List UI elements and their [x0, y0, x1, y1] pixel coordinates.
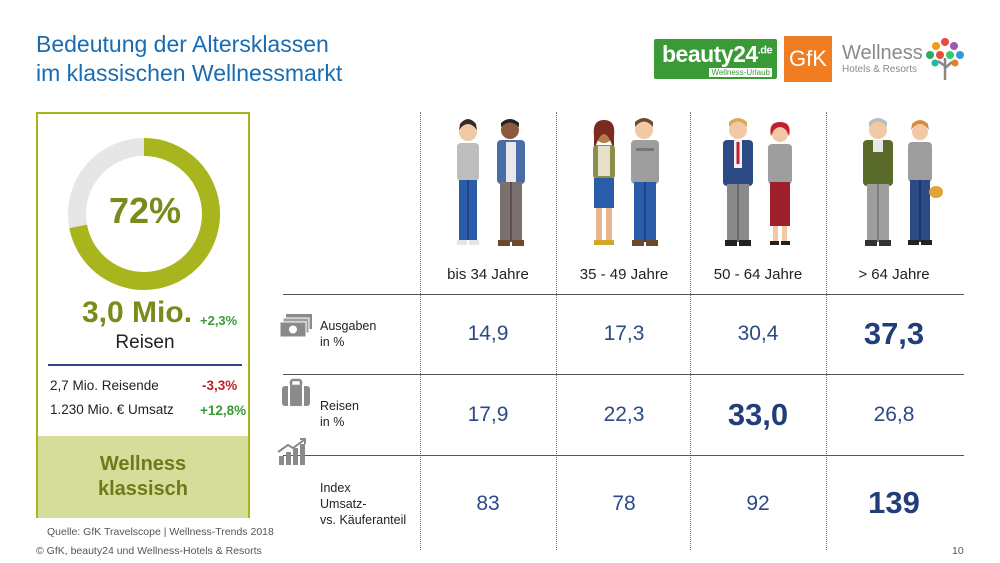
age-group-1-illustration — [457, 119, 525, 246]
cell-reisen-bis-34: 17,9 — [467, 403, 509, 426]
segment-line-1: Wellness — [99, 453, 187, 475]
segment-line-2: klassisch — [97, 478, 189, 500]
man-figure — [631, 118, 659, 246]
cell-ausgaben-bis-34: 14,9 — [467, 322, 509, 345]
young-woman-figure — [457, 119, 479, 245]
page-number: 10 — [952, 545, 964, 557]
age-group-2-illustration — [593, 118, 659, 246]
cell-reisen-35-49: 22,3 — [603, 403, 645, 426]
summary-panel: 72% 3,0 Mio. +2,3% Reisen 2,7 Mio. Reise… — [36, 112, 250, 518]
growth-chart-icon — [277, 438, 306, 465]
woman-figure — [593, 120, 615, 245]
slide-title: Bedeutung der Altersklassen im klassisch… — [36, 30, 342, 88]
wellness-hotels-logo: Wellness Hotels & Resorts — [842, 36, 967, 82]
logo-bar: beauty24.de Wellness-Urlaub GfK Wellness… — [654, 36, 967, 82]
age-group-3-illustration — [723, 118, 792, 246]
travelers-stat: 2,7 Mio. Reisende — [50, 378, 159, 393]
segment-label: Wellness klassisch — [38, 436, 248, 518]
cell-index-35-49: 78 — [612, 492, 636, 515]
column-divider — [826, 112, 827, 550]
gfk-logo: GfK — [784, 36, 832, 82]
column-divider — [690, 112, 691, 550]
mature-woman-figure — [768, 122, 792, 245]
column-header-bis-34: bis 34 Jahre — [447, 266, 529, 283]
row-label-reisen: Reisen in % — [320, 399, 359, 429]
donut-value-arc — [68, 138, 220, 290]
column-divider — [420, 112, 421, 550]
divider — [48, 364, 242, 366]
column-header-over-64: > 64 Jahre — [858, 266, 930, 283]
trips-value: 3,0 Mio. — [82, 296, 193, 329]
column-divider — [556, 112, 557, 550]
trips-delta: +2,3% — [200, 313, 238, 328]
share-percent: 72% — [108, 190, 182, 231]
row-label-index: Index Umsatz-vs. Käuferanteil — [320, 481, 407, 527]
cell-reisen-over-64: 26,8 — [873, 403, 915, 426]
mature-man-figure — [723, 118, 753, 246]
tree-icon — [925, 38, 964, 80]
source-note: Quelle: GfK Travelscope | Wellness-Trend… — [47, 526, 274, 538]
title-line-1: Bedeutung der Altersklassen — [36, 31, 329, 57]
revenue-stat: 1.230 Mio. € Umsatz — [50, 402, 174, 417]
copyright-footer: © GfK, beauty24 und Wellness-Hotels & Re… — [36, 545, 262, 557]
age-group-4-illustration — [863, 118, 943, 246]
senior-man-figure — [863, 118, 893, 246]
cell-ausgaben-50-64: 30,4 — [737, 322, 779, 345]
senior-woman-figure — [908, 120, 943, 245]
suitcase-icon — [282, 378, 310, 406]
revenue-delta: +12,8% — [200, 403, 247, 418]
cell-index-bis-34: 83 — [476, 492, 500, 515]
money-icon — [279, 314, 312, 338]
cell-ausgaben-over-64: 37,3 — [863, 316, 925, 351]
column-header-50-64: 50 - 64 Jahre — [713, 266, 803, 283]
share-donut-chart — [68, 138, 220, 290]
cell-index-50-64: 92 — [746, 492, 770, 515]
row-divider — [283, 455, 964, 456]
cell-ausgaben-35-49: 17,3 — [603, 322, 645, 345]
young-man-figure — [497, 119, 525, 246]
beauty24-logo: beauty24.de Wellness-Urlaub — [654, 39, 777, 79]
row-divider — [283, 294, 964, 295]
row-divider — [283, 374, 964, 375]
travelers-delta: -3,3% — [202, 378, 238, 393]
cell-reisen-50-64: 33,0 — [727, 397, 789, 432]
title-line-2: im klassischen Wellnessmarkt — [36, 60, 343, 86]
cell-index-over-64: 139 — [868, 485, 920, 520]
trips-label: Reisen — [115, 332, 175, 353]
row-label-ausgaben: Ausgaben in % — [320, 319, 377, 349]
column-header-35-49: 35 - 49 Jahre — [579, 266, 669, 283]
